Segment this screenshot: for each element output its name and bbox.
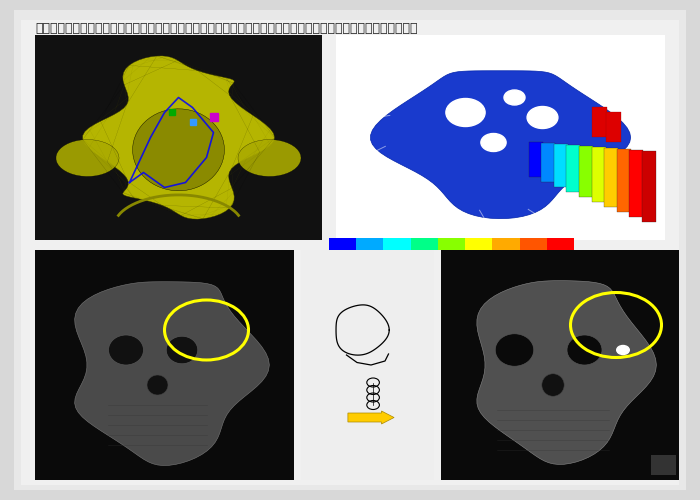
Bar — [336, 35, 665, 240]
Circle shape — [504, 90, 525, 105]
Bar — [411, 238, 438, 250]
Polygon shape — [83, 56, 274, 219]
Polygon shape — [75, 282, 270, 466]
Bar — [592, 148, 606, 203]
Bar — [579, 146, 593, 198]
Bar — [329, 238, 356, 250]
Bar — [592, 108, 607, 138]
Bar — [541, 144, 555, 182]
Bar — [465, 238, 492, 250]
Polygon shape — [370, 71, 631, 219]
Ellipse shape — [147, 375, 168, 395]
Bar — [35, 35, 322, 240]
Bar — [441, 250, 679, 480]
Ellipse shape — [567, 335, 602, 365]
Polygon shape — [56, 140, 119, 176]
Bar — [35, 250, 294, 480]
Bar — [642, 152, 656, 222]
Circle shape — [446, 98, 485, 126]
Text: 最小限の侵襲による治療の追求：構造解析の手法を取り入れて最小限の骨接合で適切な骨固定を目指しています。: 最小限の侵襲による治療の追求：構造解析の手法を取り入れて最小限の骨接合で適切な骨… — [35, 22, 417, 36]
Circle shape — [481, 134, 506, 152]
Ellipse shape — [108, 335, 144, 365]
Bar — [356, 238, 384, 250]
Ellipse shape — [167, 336, 197, 363]
Ellipse shape — [542, 374, 564, 396]
Circle shape — [617, 346, 629, 354]
Circle shape — [527, 106, 558, 128]
Bar — [438, 238, 465, 250]
Polygon shape — [477, 280, 657, 464]
Bar — [566, 146, 580, 192]
Bar — [617, 150, 631, 212]
Bar — [492, 238, 519, 250]
Polygon shape — [132, 109, 225, 191]
Polygon shape — [238, 140, 301, 176]
Bar — [554, 144, 568, 188]
Bar — [384, 238, 411, 250]
Bar — [629, 150, 643, 218]
Bar — [519, 238, 547, 250]
FancyArrow shape — [348, 411, 394, 424]
Ellipse shape — [496, 334, 534, 366]
Bar — [528, 142, 542, 178]
Bar — [606, 112, 621, 142]
Bar — [301, 250, 434, 480]
Bar — [604, 148, 618, 208]
Bar — [651, 455, 676, 475]
Bar — [547, 238, 574, 250]
